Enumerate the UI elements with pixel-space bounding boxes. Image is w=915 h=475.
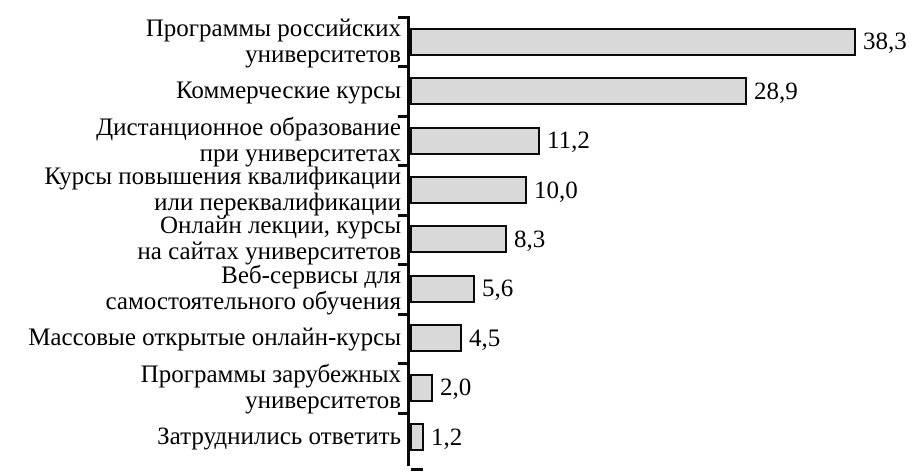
category-label: Программы российских университетов	[145, 14, 401, 68]
chart-row: Дистанционное образование при университе…	[0, 113, 915, 167]
bar	[410, 274, 475, 303]
chart-row: Программы российских университетов 38,3	[0, 14, 915, 68]
category-label: Курсы повышения квалификации или переква…	[44, 163, 401, 217]
bar	[410, 27, 856, 56]
x-axis-origin-tick	[411, 468, 423, 471]
category-label: Массовые открытые онлайн-курсы	[28, 324, 401, 352]
value-label: 5,6	[482, 275, 514, 303]
value-label: 2,0	[440, 374, 472, 402]
bar-area: 5,6	[410, 264, 915, 313]
axis-tick	[398, 213, 407, 217]
value-label: 10,0	[534, 176, 578, 204]
value-label: 8,3	[514, 225, 546, 253]
bar	[410, 324, 462, 353]
bar-area: 10,0	[410, 165, 915, 214]
axis-tick	[398, 312, 407, 316]
axis-tick	[398, 114, 407, 118]
chart-row: Курсы повышения квалификации или переква…	[0, 163, 915, 217]
category-label: Дистанционное образование при университе…	[96, 113, 401, 167]
category-label: Веб-сервисы для самостоятельного обучени…	[105, 261, 401, 315]
chart-rows: Программы российских университетов 38,3 …	[0, 14, 915, 462]
bar	[410, 373, 433, 402]
bar-area: 28,9	[410, 66, 915, 115]
value-label: 4,5	[469, 324, 501, 352]
bar-area: 4,5	[410, 314, 915, 363]
chart-row: Массовые открытые онлайн-курсы 4,5	[0, 314, 915, 363]
bar-area: 11,2	[410, 116, 915, 165]
category-label: Онлайн лекции, курсы на сайтах университ…	[137, 212, 401, 266]
value-label: 28,9	[754, 77, 798, 105]
axis-tick	[398, 411, 407, 415]
category-label: Программы зарубежных университетов	[140, 360, 401, 414]
chart-row: Программы зарубежных университетов 2,0	[0, 360, 915, 414]
chart-row: Веб-сервисы для самостоятельного обучени…	[0, 261, 915, 315]
chart-row: Коммерческие курсы 28,9	[0, 66, 915, 115]
axis-tick	[398, 65, 407, 69]
axis-tick	[398, 362, 407, 366]
axis-tick	[398, 263, 407, 267]
category-label: Затруднились ответить	[157, 423, 401, 451]
y-axis-line	[407, 16, 410, 466]
category-label: Коммерческие курсы	[175, 77, 401, 105]
value-label: 11,2	[547, 127, 590, 155]
value-label: 38,3	[863, 28, 907, 56]
bar-area: 1,2	[410, 413, 915, 462]
bar	[410, 126, 540, 155]
chart-row: Онлайн лекции, курсы на сайтах университ…	[0, 212, 915, 266]
bar	[410, 77, 747, 106]
bar	[410, 225, 507, 254]
bar	[410, 176, 527, 205]
bar-area: 2,0	[410, 363, 915, 412]
bar	[410, 423, 424, 452]
chart-row: Затруднились ответить 1,2	[0, 413, 915, 462]
axis-tick	[398, 164, 407, 168]
axis-tick	[398, 16, 407, 19]
bar-area: 38,3	[410, 17, 915, 66]
value-label: 1,2	[431, 423, 463, 451]
bar-area: 8,3	[410, 215, 915, 264]
